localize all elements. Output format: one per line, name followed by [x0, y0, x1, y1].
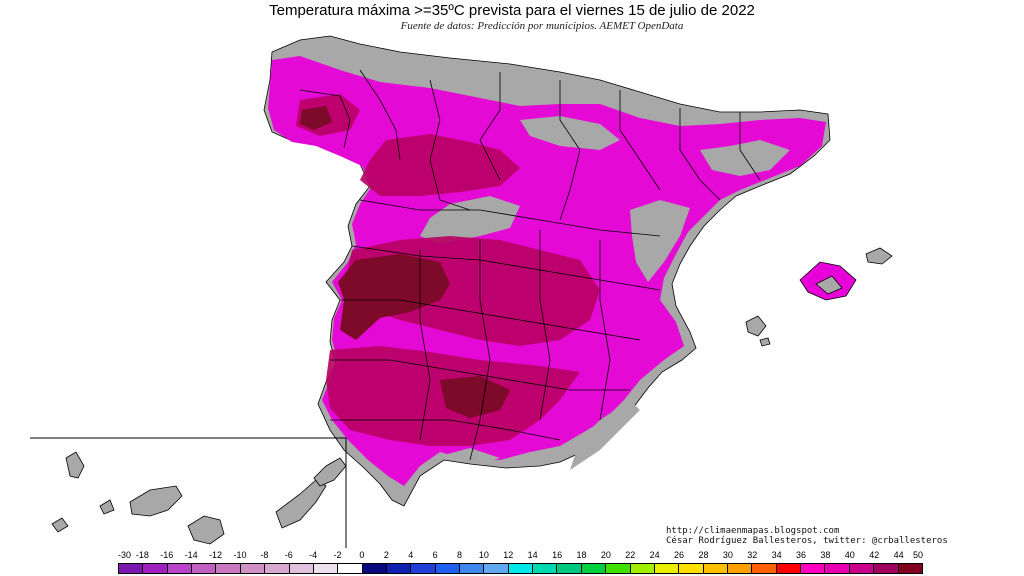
legend-label: -16: [160, 550, 174, 560]
legend-label: 2: [383, 550, 389, 560]
legend-label: 0: [359, 550, 365, 560]
legend-swatch: [849, 564, 875, 573]
legend-label: 12: [503, 550, 514, 560]
legend-label: 50: [912, 550, 923, 560]
legend-label: 14: [527, 550, 538, 560]
legend-label: -30: [118, 550, 132, 560]
legend-swatch: [776, 564, 802, 573]
legend-label: -4: [309, 550, 318, 560]
legend-label: 4: [408, 550, 414, 560]
legend-swatch: [874, 564, 899, 573]
legend-label: -14: [184, 550, 198, 560]
legend-swatch: [435, 564, 461, 573]
color-legend: -30 -18 -16 -14 -12 -10 -8 -6 -4 -2 0 2 4 6 8 10 12 14 16 1…: [118, 550, 923, 576]
legend-label: 6: [432, 550, 438, 560]
credit-author: César Rodríguez Ballesteros, twitter: @c…: [666, 536, 948, 546]
map-subtitle: Fuente de datos: Predicción por municipi…: [400, 20, 684, 32]
legend-label: -10: [233, 550, 247, 560]
legend-label: 22: [625, 550, 636, 560]
legend-swatch: [240, 564, 266, 573]
legend-swatch: [606, 564, 631, 573]
legend-swatch: [119, 564, 144, 573]
legend-label: 42: [869, 550, 880, 560]
legend-swatch: [386, 564, 412, 573]
legend-label: 24: [649, 550, 660, 560]
legend-labels: -30 -18 -16 -14 -12 -10 -8 -6 -4 -2 0 2 4 6 8 10 12 14 16 1…: [118, 550, 923, 562]
legend-label: -6: [284, 550, 293, 560]
legend-swatch: [143, 564, 168, 573]
legend-label: 38: [820, 550, 831, 560]
credit-url: http://climaenmapas.blogspot.com: [666, 526, 840, 536]
legend-label: 26: [674, 550, 685, 560]
legend-swatch: [508, 564, 534, 573]
legend-swatch: [265, 564, 290, 573]
legend-label: 18: [576, 550, 587, 560]
legend-label: 34: [771, 550, 782, 560]
legend-swatch: [581, 564, 607, 573]
balearic-islands: [745, 247, 893, 347]
legend-swatch: [484, 564, 509, 573]
legend-label: 10: [478, 550, 489, 560]
legend-swatch: [679, 564, 704, 573]
legend-swatch: [460, 564, 485, 573]
legend-swatch: [825, 564, 850, 573]
legend-swatch: [727, 564, 753, 573]
legend-label: 20: [600, 550, 611, 560]
legend-label: 8: [456, 550, 463, 560]
legend-swatch: [289, 564, 314, 573]
province-borders: [299, 69, 761, 461]
legend-label: -8: [260, 550, 269, 560]
legend-label: 32: [747, 550, 758, 560]
legend-swatch: [898, 564, 922, 573]
legend-label: 40: [844, 550, 855, 560]
legend-swatch: [411, 564, 436, 573]
legend-label: 36: [796, 550, 807, 560]
spain-temperature-map: [30, 35, 893, 548]
legend-label: 16: [552, 550, 563, 560]
legend-label: 30: [722, 550, 733, 560]
legend-swatch: [167, 564, 193, 573]
legend-swatch: [533, 564, 558, 573]
legend-color-bar: [118, 563, 923, 574]
heat-crimson-zone: [296, 94, 600, 446]
legend-swatch: [338, 564, 363, 573]
legend-swatch: [362, 564, 387, 573]
legend-swatch: [801, 564, 826, 573]
legend-label: 28: [698, 550, 709, 560]
legend-swatch: [752, 564, 777, 573]
legend-label: -12: [209, 550, 223, 560]
legend-swatch: [703, 564, 728, 573]
legend-swatch: [313, 564, 339, 573]
legend-label: 44: [893, 550, 904, 560]
legend-swatch: [630, 564, 655, 573]
legend-swatch: [654, 564, 680, 573]
heat-dark-red-zone: [300, 106, 510, 418]
legend-label: -2: [333, 550, 342, 560]
map-title: Temperatura máxima >=35ºC prevista para …: [269, 2, 755, 19]
legend-swatch: [216, 564, 241, 573]
legend-label: -18: [135, 550, 149, 560]
canary-islands: [51, 451, 347, 545]
legend-swatch: [557, 564, 582, 573]
canary-inset-frame: [30, 437, 347, 548]
legend-swatch: [192, 564, 217, 573]
